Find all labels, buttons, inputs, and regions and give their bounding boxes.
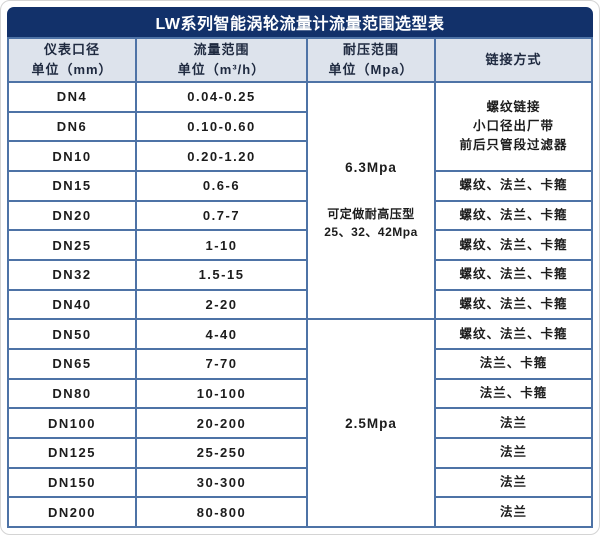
connection-cell: 螺纹、法兰、卡箍 xyxy=(434,318,593,350)
table-row: DN6 0.10-0.60 xyxy=(7,110,592,143)
table-row: DN50 4-40 2.5Mpa 螺纹、法兰、卡箍 xyxy=(7,318,593,528)
connection-cell: 螺纹、法兰、卡箍 xyxy=(434,258,593,291)
diameter-cell: DN15 xyxy=(7,169,137,202)
table-row: DN100 20-200 法兰 xyxy=(7,407,593,439)
table-row: DN15 0.6-6 螺纹、法兰、卡箍 xyxy=(7,169,593,202)
table-row: DN4 0.04-0.25 6.3Mpa 可定做耐高压型 25、32、42Mpa… xyxy=(7,80,593,321)
diameter-cell: DN6 xyxy=(7,110,137,143)
table-row: DN150 30-300 法兰 xyxy=(7,466,593,499)
diameter-cell: DN65 xyxy=(7,347,137,380)
flow-range-cell: 4-40 xyxy=(135,318,308,350)
table-row: DN80 10-100 法兰、卡箍 xyxy=(7,377,593,410)
pressure-value: 6.3Mpa xyxy=(345,160,397,176)
col-header-connection: 链接方式 xyxy=(434,37,593,83)
col-header-diameter: 仪表口径 单位（mm） xyxy=(7,37,137,83)
table-row: DN125 25-250 法兰 xyxy=(7,436,593,469)
col-header-flow-range: 流量范围 单位（m³/h） xyxy=(135,37,308,83)
flow-range-cell: 30-300 xyxy=(135,466,308,499)
connection-cell: 螺纹、法兰、卡箍 xyxy=(434,229,593,261)
flow-range-cell: 0.10-0.60 xyxy=(135,110,308,143)
flow-range-cell: 1-10 xyxy=(135,229,308,261)
header-row: 仪表口径 单位（mm） 流量范围 单位（m³/h） 耐压范围 单位（Mpa） 链… xyxy=(7,37,593,83)
table-row: DN20 0.7-7 螺纹、法兰、卡箍 xyxy=(7,199,593,232)
diameter-cell: DN80 xyxy=(7,377,137,410)
table-row: DN40 2-20 螺纹、法兰、卡箍 xyxy=(7,288,593,321)
connection-cell: 法兰 xyxy=(434,436,593,469)
flow-range-cell: 10-100 xyxy=(135,377,308,410)
flow-range-cell: 80-800 xyxy=(135,496,308,528)
table-title: LW系列智能涡轮流量计流量范围选型表 xyxy=(7,7,593,37)
flow-range-selection-table: 仪表口径 单位（mm） 流量范围 单位（m³/h） 耐压范围 单位（Mpa） 链… xyxy=(7,37,593,528)
table-row: DN10 0.20-1.20 xyxy=(7,140,592,172)
flow-range-cell: 0.20-1.20 xyxy=(135,140,308,172)
diameter-cell: DN125 xyxy=(7,436,137,469)
table-row: DN25 1-10 螺纹、法兰、卡箍 xyxy=(7,229,593,261)
diameter-cell: DN25 xyxy=(7,229,137,261)
connection-cell: 法兰 xyxy=(434,496,593,528)
diameter-cell: DN50 xyxy=(7,318,137,350)
diameter-cell: DN150 xyxy=(7,466,137,499)
flow-range-cell: 2-20 xyxy=(135,288,308,321)
connection-cell: 螺纹、法兰、卡箍 xyxy=(434,199,593,232)
connection-cell: 法兰、卡箍 xyxy=(434,377,593,410)
flow-range-cell: 0.7-7 xyxy=(135,199,308,232)
pressure-custom-note: 可定做耐高压型 25、32、42Mpa xyxy=(324,207,418,240)
connection-cell: 螺纹、法兰、卡箍 xyxy=(434,288,593,321)
diameter-cell: DN100 xyxy=(7,407,137,439)
connection-cell: 法兰 xyxy=(434,407,593,439)
table-row: DN65 7-70 法兰、卡箍 xyxy=(7,347,593,380)
flow-range-cell: 7-70 xyxy=(135,347,308,380)
connection-cell: 法兰、卡箍 xyxy=(434,347,593,380)
connection-cell: 螺纹、法兰、卡箍 xyxy=(434,169,593,202)
connection-cell: 法兰 xyxy=(434,466,593,499)
table-row: DN32 1.5-15 螺纹、法兰、卡箍 xyxy=(7,258,593,291)
flow-range-cell: 0.04-0.25 xyxy=(135,81,308,113)
flow-range-cell: 20-200 xyxy=(135,407,308,439)
diameter-cell: DN40 xyxy=(7,288,137,321)
diameter-cell: DN32 xyxy=(7,258,137,291)
diameter-cell: DN200 xyxy=(7,496,137,528)
diameter-cell: DN10 xyxy=(7,140,137,172)
table-row: DN200 80-800 法兰 xyxy=(7,496,593,528)
flow-range-cell: 1.5-15 xyxy=(135,258,308,291)
col-header-pressure-range: 耐压范围 单位（Mpa） xyxy=(306,37,436,83)
pressure-cell-6-3mpa: 6.3Mpa 可定做耐高压型 25、32、42Mpa xyxy=(306,80,436,321)
flow-range-cell: 25-250 xyxy=(135,436,308,469)
connection-cell: 螺纹链接 小口径出厂带 前后只管段过滤器 xyxy=(434,81,593,172)
pressure-cell-2-5mpa: 2.5Mpa xyxy=(306,318,436,528)
diameter-cell: DN4 xyxy=(7,81,137,113)
pressure-value: 2.5Mpa xyxy=(345,415,397,431)
diameter-cell: DN20 xyxy=(7,199,137,232)
flow-range-cell: 0.6-6 xyxy=(135,169,308,202)
